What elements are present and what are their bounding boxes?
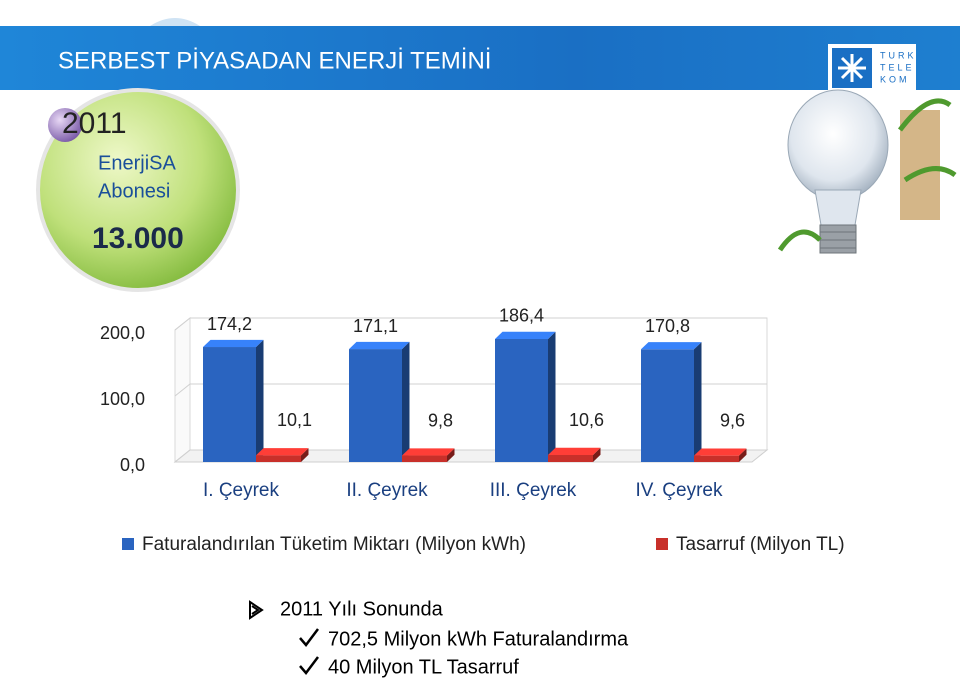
badge-text: EnerjiSA: [98, 152, 176, 174]
title-band: [0, 26, 960, 90]
bar-side: [593, 447, 601, 462]
bulb-illustration: [777, 89, 957, 254]
x-tick-label: I. Çeyrek: [203, 480, 280, 501]
bar-side: [447, 448, 455, 462]
arrow-bullet: [249, 600, 264, 620]
bar: [548, 447, 601, 462]
bar-side: [548, 331, 556, 462]
logo-text: TELE: [880, 62, 915, 72]
bar-top: [203, 339, 264, 348]
bar-side: [739, 448, 747, 462]
bar-side: [402, 341, 410, 462]
bar-front: [203, 347, 256, 462]
bar-top: [256, 448, 309, 456]
logo-text: TURK: [880, 50, 917, 60]
bar-front: [402, 455, 447, 462]
bar-front: [694, 455, 739, 462]
legend-swatch: [122, 538, 134, 550]
bar-top: [402, 448, 455, 456]
bar-front: [548, 455, 593, 462]
x-tick-label: III. Çeyrek: [490, 480, 577, 501]
badge-count: 13.000: [92, 222, 184, 255]
badge-year: 2011: [62, 107, 127, 140]
x-tick-label: II. Çeyrek: [346, 480, 428, 501]
bar-side: [256, 339, 264, 462]
y-tick-label: 200,0: [100, 323, 145, 343]
bar: [641, 342, 702, 462]
logo-icon: [838, 54, 866, 82]
check-bullet: [299, 656, 319, 675]
bar-top: [349, 341, 410, 350]
value-label: 10,1: [277, 410, 312, 430]
legend-swatch: [656, 538, 668, 550]
band-decor: [0, 18, 200, 26]
value-label: 9,6: [720, 410, 745, 430]
bar: [694, 448, 747, 462]
logo-text: KOM: [880, 74, 910, 84]
bar: [349, 341, 410, 462]
bar: [495, 331, 556, 462]
legend-label: Faturalandırılan Tüketim Miktarı (Milyon…: [142, 534, 526, 555]
badge-dot: [48, 108, 82, 142]
value-label: 9,8: [428, 410, 453, 430]
value-label: 186,4: [499, 306, 544, 326]
grid-line: [174, 383, 767, 397]
grid-line: [174, 317, 767, 331]
check-bullet: [299, 628, 319, 647]
badge-circle: [36, 88, 240, 292]
bar-front: [349, 349, 402, 462]
bar: [402, 448, 455, 462]
bar: [203, 339, 264, 462]
bar: [256, 448, 309, 462]
y-tick-label: 100,0: [100, 389, 145, 409]
bar-front: [256, 455, 301, 462]
value-label: 174,2: [207, 314, 252, 334]
bar-front: [495, 338, 548, 462]
note-item: 702,5 Milyon kWh Faturalandırma: [328, 628, 629, 650]
value-label: 171,1: [353, 316, 398, 336]
bar-top: [495, 331, 556, 339]
slide-title: SERBEST PİYASADAN ENERJİ TEMİNİ: [58, 47, 491, 74]
badge-text: Abonesi: [98, 180, 170, 202]
bar-side: [694, 342, 702, 462]
bar-top: [641, 342, 702, 350]
note-item: 40 Milyon TL Tasarruf: [328, 656, 519, 678]
note-heading: 2011 Yılı Sonunda: [280, 598, 444, 620]
legend-label: Tasarruf (Milyon TL): [676, 534, 845, 555]
value-label: 10,6: [569, 410, 604, 430]
value-label: 170,8: [645, 316, 690, 336]
y-tick-label: 0,0: [120, 455, 145, 475]
bar-side: [301, 448, 309, 462]
x-tick-label: IV. Çeyrek: [636, 480, 723, 501]
bar-front: [641, 349, 694, 462]
bar-top: [548, 447, 601, 456]
bar-top: [694, 448, 747, 456]
